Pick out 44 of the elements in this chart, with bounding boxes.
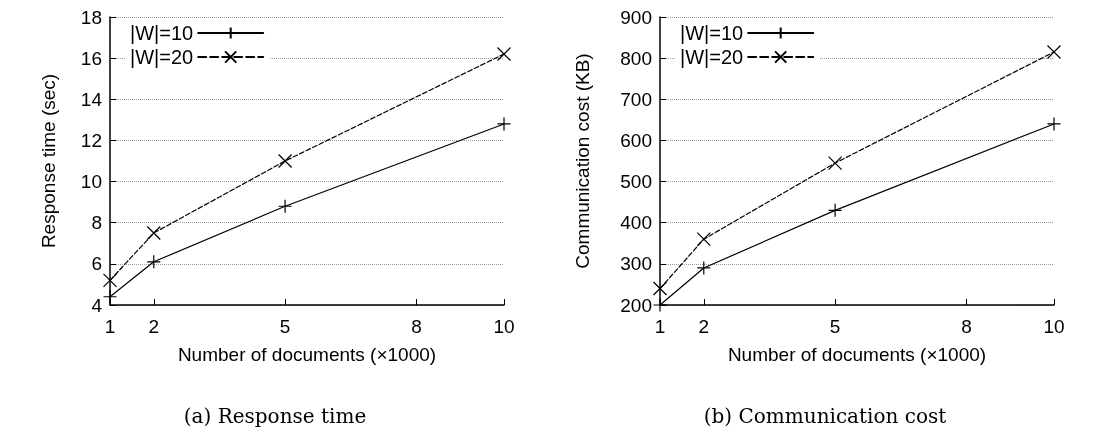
y-tick-label: 6 <box>91 253 102 275</box>
y-tick-label: 600 <box>620 129 652 151</box>
x-tick-label: 2 <box>148 316 160 337</box>
point <box>278 153 293 169</box>
x-tick-label: 2 <box>698 316 710 337</box>
x-tick-label: 10 <box>1043 316 1065 337</box>
x-tick-label: 10 <box>493 316 515 337</box>
x-axis-title: Number of documents (×1000) <box>727 344 987 365</box>
x-tick-label: 1 <box>654 316 666 337</box>
legend-label: |W|=20 <box>679 46 744 68</box>
y-tick-label: 18 <box>80 6 102 28</box>
y-tick-label: 8 <box>91 212 102 234</box>
x-tick-label: 8 <box>411 316 422 337</box>
x-axis-title: Number of documents (×1000) <box>177 344 437 365</box>
x-tick-label: 8 <box>961 316 972 337</box>
y-tick-label: 500 <box>620 171 652 193</box>
y-tick-label: 300 <box>620 253 652 275</box>
y-tick-label: 14 <box>80 88 103 110</box>
x-tick-label: 1 <box>104 316 116 337</box>
y-tick-label: 800 <box>620 47 652 69</box>
point <box>696 232 711 247</box>
text: (a) Response time <box>183 404 367 428</box>
y-tick-label: 400 <box>620 212 652 234</box>
y-axis-title: Response time (sec) <box>38 73 59 249</box>
y-tick-label: 16 <box>80 47 102 69</box>
y-axis-title: Communication cost (KB) <box>572 53 593 269</box>
x-tick-label: 5 <box>829 316 841 337</box>
y-tick-label: 700 <box>620 88 652 110</box>
point <box>146 225 161 241</box>
legend-label: |W|=10 <box>129 22 194 44</box>
x-tick-label: 5 <box>279 316 291 337</box>
text: (b) Communication cost <box>703 404 947 428</box>
point <box>1046 44 1062 60</box>
point <box>496 46 512 62</box>
legend-label: |W|=20 <box>129 46 194 68</box>
y-tick-label: 900 <box>620 6 652 28</box>
legend-label: |W|=10 <box>679 22 744 44</box>
y-tick-label: 200 <box>620 294 652 316</box>
point <box>652 281 668 296</box>
point <box>102 273 118 288</box>
y-tick-label: 12 <box>80 129 102 151</box>
y-tick-label: 10 <box>80 171 102 193</box>
point <box>828 155 843 171</box>
y-tick-label: 4 <box>91 294 103 316</box>
